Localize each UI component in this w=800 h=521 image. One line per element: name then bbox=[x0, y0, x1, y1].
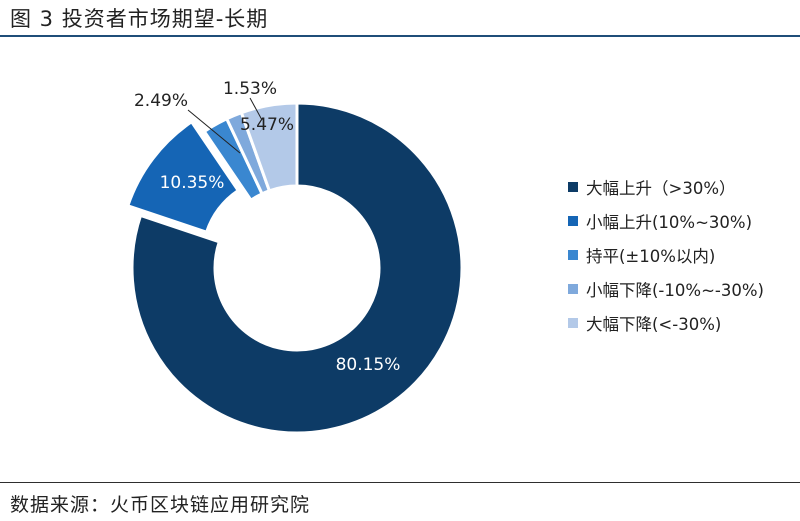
slice-data-label: 80.15% bbox=[336, 355, 401, 375]
figure-title: 图 3 投资者市场期望-长期 bbox=[10, 7, 269, 31]
slice-data-label: 5.47% bbox=[240, 115, 294, 135]
legend-label: 小幅下降(-10%~-30%) bbox=[586, 281, 764, 300]
donut-slice bbox=[126, 120, 240, 234]
legend-item: 大幅上升（>30%） bbox=[568, 170, 800, 204]
legend-swatch bbox=[568, 182, 578, 192]
legend-item: 小幅上升(10%~30%) bbox=[568, 204, 800, 238]
legend-swatch bbox=[568, 318, 578, 328]
chart-legend: 大幅上升（>30%） 小幅上升(10%~30%) 持平(±10%以内) 小幅下降(-1… bbox=[568, 170, 800, 340]
slice-data-label: 10.35% bbox=[160, 173, 225, 193]
legend-label: 小幅上升(10%~30%) bbox=[586, 213, 753, 232]
legend-swatch bbox=[568, 284, 578, 294]
legend-label: 大幅下降(<-30%) bbox=[586, 315, 722, 334]
label-leader-line bbox=[249, 97, 263, 121]
legend-swatch bbox=[568, 216, 578, 226]
legend-item: 小幅下降(-10%~-30%) bbox=[568, 272, 800, 306]
slice-data-label: 1.53% bbox=[223, 79, 277, 99]
donut-slice bbox=[130, 101, 464, 435]
title-divider bbox=[0, 35, 800, 37]
data-source: 数据来源：火币区块链应用研究院 bbox=[10, 494, 311, 516]
legend-item: 大幅下降(<-30%) bbox=[568, 306, 800, 340]
legend-item: 持平(±10%以内) bbox=[568, 238, 800, 272]
label-leader-line bbox=[187, 109, 241, 154]
donut-slice bbox=[239, 101, 299, 193]
slice-data-label: 2.49% bbox=[134, 91, 188, 111]
legend-label: 持平(±10%以内) bbox=[586, 247, 716, 266]
legend-label: 大幅上升（>30%） bbox=[586, 179, 736, 198]
footer-divider bbox=[0, 482, 800, 483]
legend-swatch bbox=[568, 250, 578, 260]
